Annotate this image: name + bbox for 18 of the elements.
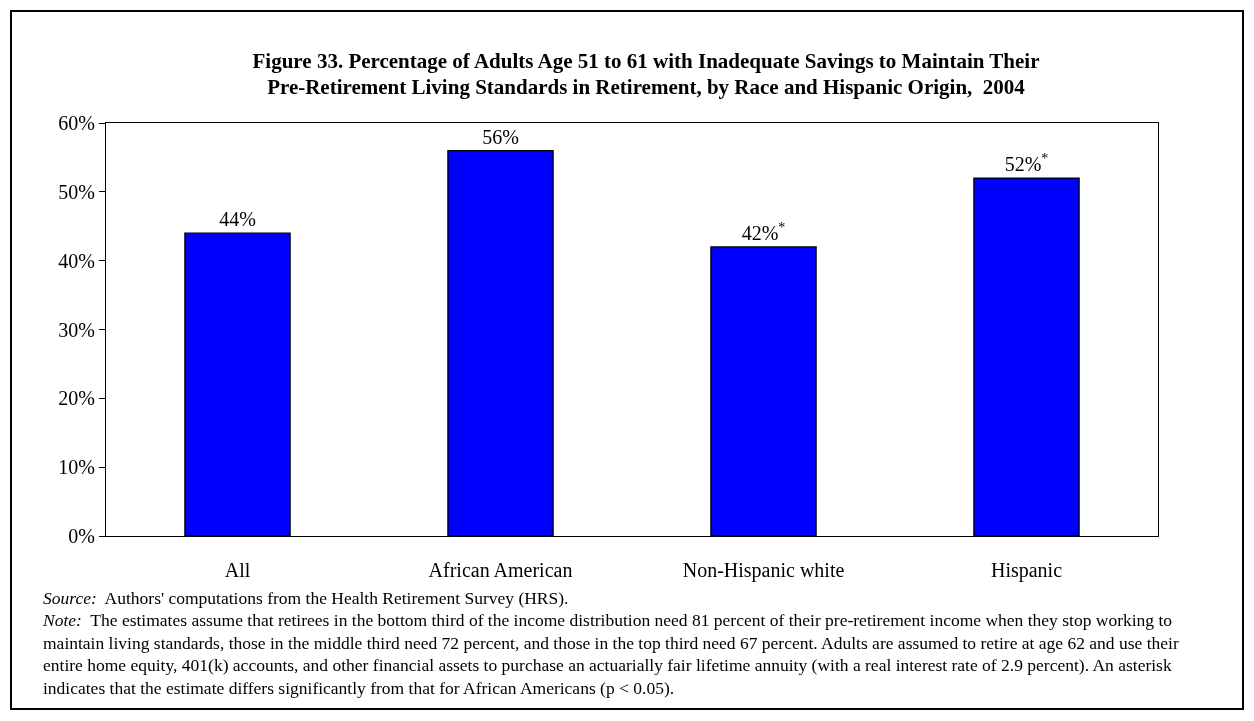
text: Note: The estimates assume that retirees in the bottom third of the income distribution need 81 percent of their pre-retirement income when they stop working to maintain living standards, those in the middle third need 72 percent, and those in the top third need 67 percent. Adults are assumed to retire at age 62 and use their entire home equity, 401(k) accounts, and other financial assets to purchase an actuarially fair lifetime annuity (with a real interest rate of 2.9 percent). An asterisk indicates that the estimate differs significantly from that for African Americans (p < 0.05).: [43, 610, 1180, 698]
y-tick-label: 40%: [58, 249, 95, 272]
y-tick-label: 30%: [58, 318, 95, 341]
chart-title: Figure 33. Percentage of Adults Age 51 to 61 with Inadequate Savings to Maintain Their Pre-Retirement Living Standards in Retirement, by Race and Hispanic Origin, 2004: [251, 48, 1041, 100]
data-label: 52%$^{*}$: [1004, 150, 1049, 176]
data-label: 42%$^{*}$: [741, 219, 786, 244]
y-tick-label: 20%: [58, 387, 95, 410]
x-tick-label: Hispanic: [990, 559, 1063, 582]
y-tick-label: 60%: [58, 112, 95, 134]
data-label: 56%: [482, 125, 519, 148]
y-tick-label: 10%: [58, 456, 95, 479]
data-label: 44%: [219, 208, 256, 231]
x-tick-label: All: [224, 559, 251, 581]
x-tick-label: African American: [428, 559, 573, 581]
y-tick-label: 0%: [68, 525, 95, 547]
x-tick-label: Non-Hispanic white: [682, 559, 845, 582]
y-tick-label: 50%: [58, 180, 95, 203]
source-note: Source: Authors' computations from the Health Retirement Survey (HRS).: [43, 588, 569, 608]
